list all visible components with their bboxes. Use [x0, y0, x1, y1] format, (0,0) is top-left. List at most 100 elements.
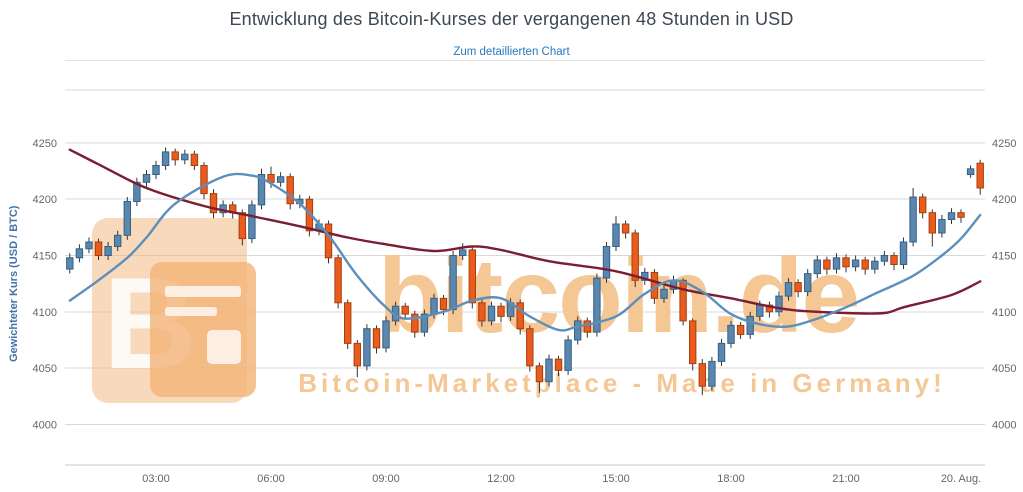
- candle-down: [411, 313, 419, 333]
- candle-down: [842, 257, 850, 268]
- candle-up: [775, 295, 783, 313]
- y-tick-left: 4200: [33, 194, 57, 206]
- candle-up: [899, 241, 908, 265]
- candle-up: [449, 255, 457, 311]
- x-tick: 18:00: [717, 473, 745, 485]
- y-tick-left: 4100: [33, 307, 57, 319]
- page-title: Entwicklung des Bitcoin-Kurses der verga…: [229, 9, 794, 29]
- candle-down: [468, 249, 477, 304]
- candle-up: [75, 248, 84, 259]
- x-tick: 15:00: [602, 473, 630, 485]
- x-tick: 21:00: [832, 473, 860, 485]
- candle-up: [114, 234, 122, 248]
- candles-layer: [66, 147, 984, 396]
- y-tick-left: 4250: [33, 138, 57, 150]
- candle-up: [430, 297, 438, 315]
- y-tick-right: 4250: [992, 138, 1016, 150]
- candle-up: [420, 313, 429, 333]
- candle-down: [689, 320, 697, 365]
- bitcoin-logo-watermark: B: [92, 218, 256, 403]
- candle-up: [459, 249, 467, 256]
- candle-up: [717, 342, 726, 362]
- y-tick-right: 4200: [992, 194, 1016, 206]
- candle-up: [938, 219, 946, 234]
- trend-line-trend-dark-red: [68, 148, 982, 315]
- candle-down: [516, 302, 524, 330]
- candle-down: [736, 324, 745, 335]
- candle-up: [152, 165, 160, 175]
- y-tick-left: 4000: [33, 420, 57, 432]
- candle-down: [94, 241, 103, 256]
- candle-up: [851, 259, 860, 268]
- y-tick-left: 4050: [33, 363, 57, 375]
- header-divider: [65, 60, 985, 61]
- candle-down: [334, 257, 342, 304]
- candle-down: [353, 342, 362, 367]
- candle-down: [497, 305, 505, 317]
- candle-down: [286, 176, 294, 205]
- y-tick-right: 4000: [992, 420, 1016, 432]
- candle-down: [478, 302, 486, 322]
- candle-up: [123, 201, 131, 236]
- candle-up: [66, 257, 74, 270]
- candle-down: [535, 365, 544, 383]
- candle-down: [200, 165, 208, 195]
- candle-up: [276, 176, 285, 183]
- candle-down: [861, 259, 869, 270]
- candle-down: [794, 282, 802, 293]
- candle-up: [612, 223, 620, 247]
- gridlines: [65, 89, 985, 466]
- candle-down: [621, 223, 630, 234]
- candle-down: [698, 363, 706, 387]
- candle-up: [487, 305, 496, 322]
- candle-down: [928, 212, 936, 234]
- candle-up: [382, 320, 390, 349]
- candle-up: [104, 246, 112, 256]
- candle-up: [161, 151, 170, 166]
- candle-down: [919, 196, 927, 214]
- sub-link-row: Zum detaillierten Chart: [0, 42, 1023, 60]
- candle-down: [344, 302, 352, 344]
- candle-up: [784, 282, 793, 297]
- candle-up: [545, 358, 553, 383]
- y-tick-right: 4050: [992, 363, 1016, 375]
- candle-up: [593, 277, 601, 333]
- candle-down: [679, 279, 687, 322]
- candle-up: [602, 246, 611, 279]
- candle-up: [363, 328, 371, 367]
- candle-up: [871, 260, 879, 270]
- candle-down: [583, 320, 591, 333]
- candle-down: [526, 328, 534, 367]
- y-tick-right: 4100: [992, 307, 1016, 319]
- detailed-chart-link[interactable]: Zum detaillierten Chart: [453, 46, 570, 58]
- candle-down: [957, 212, 965, 218]
- candle-up: [181, 153, 189, 161]
- candle-down: [439, 297, 448, 311]
- candle-down: [765, 304, 774, 313]
- candle-up: [966, 168, 975, 176]
- candle-down: [554, 358, 563, 371]
- candle-up: [708, 360, 716, 387]
- candle-up: [804, 273, 812, 293]
- candle-down: [324, 223, 333, 259]
- watermark-tagline: Bitcoin-Marketplace - Made in Germany!: [298, 368, 946, 398]
- x-tick: 20. Aug.: [941, 473, 981, 485]
- candle-up: [832, 257, 841, 270]
- y-tick-left: 4150: [33, 251, 57, 263]
- candle-up: [257, 174, 266, 206]
- candle-down: [890, 255, 898, 265]
- candle-up: [133, 181, 141, 203]
- x-tick: 12:00: [487, 473, 515, 485]
- candle-up: [727, 324, 735, 344]
- candle-up: [564, 339, 572, 371]
- candle-up: [947, 212, 956, 220]
- candle-down: [209, 193, 218, 214]
- x-tick: 03:00: [142, 473, 170, 485]
- candle-down: [401, 305, 409, 315]
- y-tick-right: 4150: [992, 251, 1016, 263]
- candle-up: [142, 174, 151, 183]
- candle-up: [880, 255, 889, 262]
- candle-up: [85, 241, 93, 250]
